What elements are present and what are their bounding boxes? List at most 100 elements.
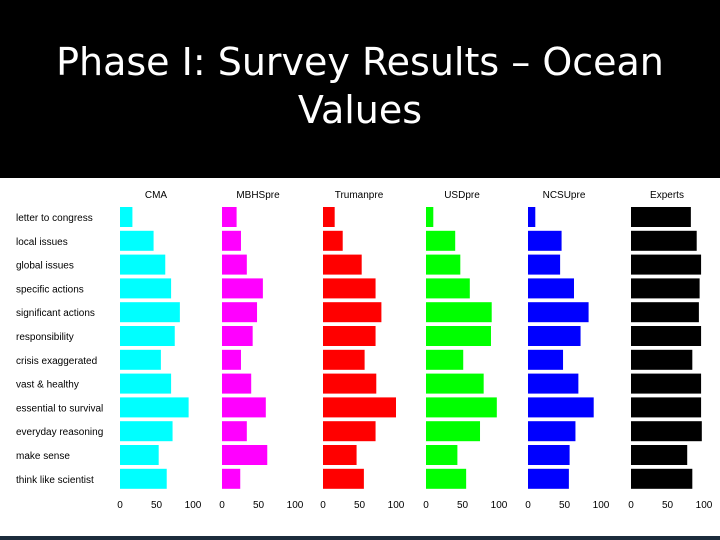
tick-label-usdpre-0: 0	[423, 500, 429, 511]
category-label-specific-actions: specific actions	[16, 284, 84, 295]
category-label-essential-to-survival: essential to survival	[16, 403, 103, 414]
bar-cma-everyday-reasoning	[120, 421, 173, 442]
bar-experts-global-issues	[631, 254, 702, 275]
bar-usdpre-think-like-scientist	[426, 468, 467, 489]
bar-cma-think-like-scientist	[120, 468, 167, 489]
bar-experts-vast-healthy	[631, 373, 702, 394]
bar-ncsupre-local-issues	[528, 230, 562, 251]
category-label-local-issues: local issues	[16, 237, 68, 248]
tick-label-cma-50: 50	[151, 500, 163, 511]
bar-cma-global-issues	[120, 254, 166, 275]
bar-experts-specific-actions	[631, 278, 700, 299]
bar-trumanpre-think-like-scientist	[323, 468, 364, 489]
bar-trumanpre-everyday-reasoning	[323, 421, 376, 442]
panel-header-mbhspre: MBHSpre	[236, 190, 280, 201]
panel-header-ncsupre: NCSUpre	[543, 190, 586, 201]
bar-experts-letter-to-congress	[631, 207, 691, 227]
bar-trumanpre-vast-healthy	[323, 373, 377, 394]
bar-trumanpre-essential-to-survival	[323, 397, 396, 418]
bar-experts-significant-actions	[631, 302, 699, 323]
bar-experts-responsibility	[631, 326, 702, 346]
panel-header-trumanpre: Trumanpre	[335, 190, 384, 201]
bar-ncsupre-vast-healthy	[528, 373, 579, 394]
bar-usdpre-letter-to-congress	[426, 207, 434, 227]
tick-label-trumanpre-50: 50	[354, 500, 366, 511]
tick-label-mbhspre-0: 0	[219, 500, 225, 511]
bar-ncsupre-significant-actions	[528, 302, 589, 323]
bar-cma-specific-actions	[120, 278, 172, 299]
bar-usdpre-specific-actions	[426, 278, 470, 299]
bar-experts-crisis-exaggerated	[631, 349, 693, 370]
bar-trumanpre-letter-to-congress	[323, 207, 335, 227]
bar-cma-crisis-exaggerated	[120, 349, 161, 370]
bar-experts-essential-to-survival	[631, 397, 702, 418]
category-label-vast-healthy: vast & healthy	[16, 380, 79, 391]
tick-label-cma-100: 100	[185, 500, 202, 511]
panel-header-usdpre: USDpre	[444, 190, 480, 201]
bar-cma-responsibility	[120, 326, 175, 346]
bar-usdpre-local-issues	[426, 230, 456, 251]
bar-trumanpre-local-issues	[323, 230, 343, 251]
tick-label-cma-0: 0	[117, 500, 123, 511]
title-area: Phase I: Survey Results – Ocean Values	[0, 0, 720, 178]
category-label-global-issues: global issues	[16, 261, 74, 272]
bar-usdpre-responsibility	[426, 326, 491, 346]
tick-label-experts-100: 100	[696, 500, 713, 511]
bar-usdpre-make-sense	[426, 445, 458, 465]
category-label-crisis-exaggerated: crisis exaggerated	[16, 356, 97, 367]
category-label-responsibility: responsibility	[16, 332, 74, 343]
tick-label-usdpre-100: 100	[491, 500, 508, 511]
bar-usdpre-significant-actions	[426, 302, 492, 323]
bar-cma-vast-healthy	[120, 373, 172, 394]
bar-mbhspre-global-issues	[222, 254, 247, 275]
bar-usdpre-global-issues	[426, 254, 461, 275]
bar-usdpre-essential-to-survival	[426, 397, 497, 418]
bar-usdpre-crisis-exaggerated	[426, 349, 464, 370]
bar-cma-local-issues	[120, 230, 154, 251]
bar-ncsupre-think-like-scientist	[528, 468, 569, 489]
bar-ncsupre-everyday-reasoning	[528, 421, 576, 442]
panel-header-cma: CMA	[145, 190, 168, 201]
bar-mbhspre-responsibility	[222, 326, 253, 346]
ocean-values-bar-chart: letter to congress local issues global iss…	[16, 190, 713, 511]
category-label-letter-to-congress: letter to congress	[16, 213, 93, 224]
bar-mbhspre-local-issues	[222, 230, 241, 251]
tick-label-ncsupre-50: 50	[559, 500, 571, 511]
bar-ncsupre-specific-actions	[528, 278, 574, 299]
slide-title: Phase I: Survey Results – Ocean Values	[56, 40, 664, 132]
tick-label-mbhspre-50: 50	[253, 500, 265, 511]
bar-mbhspre-specific-actions	[222, 278, 263, 299]
tick-label-trumanpre-0: 0	[320, 500, 326, 511]
tick-label-usdpre-50: 50	[457, 500, 469, 511]
bar-cma-significant-actions	[120, 302, 180, 323]
bottom-rule	[0, 536, 720, 540]
bar-experts-local-issues	[631, 230, 697, 251]
category-label-everyday-reasoning: everyday reasoning	[16, 427, 103, 438]
bar-mbhspre-letter-to-congress	[222, 207, 237, 227]
tick-label-experts-0: 0	[628, 500, 634, 511]
category-label-think-like-scientist: think like scientist	[16, 475, 94, 486]
tick-label-mbhspre-100: 100	[287, 500, 304, 511]
bar-experts-everyday-reasoning	[631, 421, 702, 442]
bar-usdpre-everyday-reasoning	[426, 421, 481, 442]
bar-trumanpre-significant-actions	[323, 302, 382, 323]
bar-ncsupre-letter-to-congress	[528, 207, 536, 227]
bar-mbhspre-think-like-scientist	[222, 468, 241, 489]
bar-cma-essential-to-survival	[120, 397, 189, 418]
bar-mbhspre-make-sense	[222, 445, 268, 465]
bar-trumanpre-global-issues	[323, 254, 362, 275]
category-label-make-sense: make sense	[16, 451, 70, 462]
bar-trumanpre-make-sense	[323, 445, 357, 465]
bar-ncsupre-responsibility	[528, 326, 581, 346]
bar-trumanpre-specific-actions	[323, 278, 376, 299]
bar-mbhspre-everyday-reasoning	[222, 421, 247, 442]
bar-cma-letter-to-congress	[120, 207, 133, 227]
bar-ncsupre-crisis-exaggerated	[528, 349, 564, 370]
tick-label-trumanpre-100: 100	[388, 500, 405, 511]
tick-label-experts-50: 50	[662, 500, 674, 511]
bar-mbhspre-essential-to-survival	[222, 397, 266, 418]
bar-ncsupre-global-issues	[528, 254, 561, 275]
bar-usdpre-vast-healthy	[426, 373, 484, 394]
chart-area: letter to congress local issues global iss…	[0, 178, 720, 540]
bar-ncsupre-essential-to-survival	[528, 397, 594, 418]
